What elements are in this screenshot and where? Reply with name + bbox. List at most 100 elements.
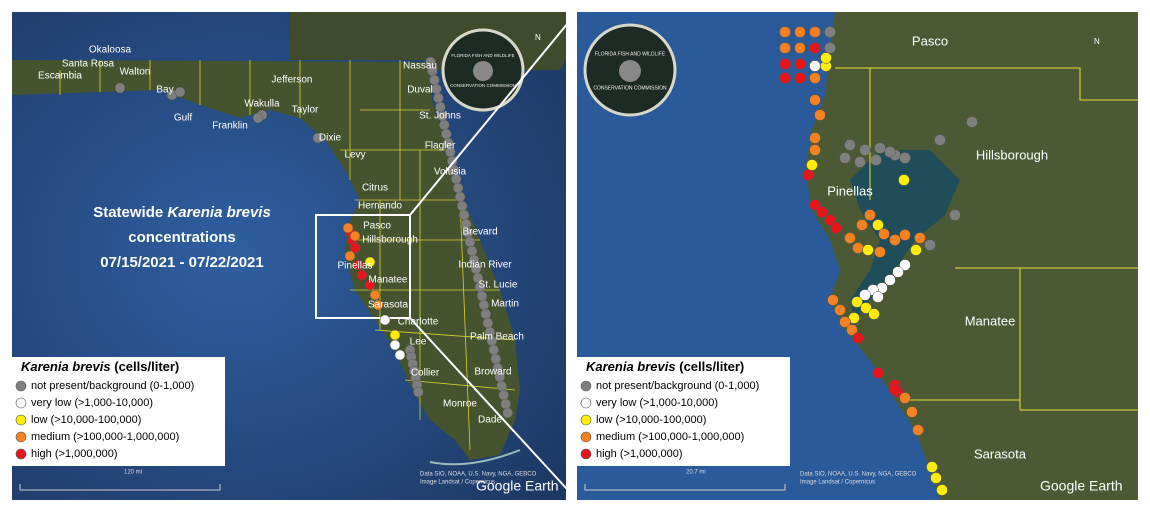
- sample-dot: [864, 209, 876, 221]
- sample-dot: [779, 26, 791, 38]
- county-label: Hillsborough: [976, 147, 1048, 162]
- sample-dot: [433, 92, 444, 104]
- legend-label: very low (>1,000-10,000): [31, 397, 153, 409]
- county-label: Taylor: [292, 105, 319, 116]
- compass: N: [535, 33, 541, 42]
- sample-dot: [839, 152, 851, 164]
- sample-dot: [372, 299, 384, 311]
- sample-dot: [936, 484, 948, 496]
- sample-dot: [490, 353, 502, 365]
- logo-text: FLORIDA FISH AND WILDLIFE: [595, 51, 666, 57]
- sample-dot: [174, 86, 186, 98]
- county-label: Brevard: [462, 227, 497, 238]
- county-label: Santa Rosa: [62, 59, 115, 70]
- sample-dot: [794, 72, 806, 84]
- sample-dot: [870, 154, 882, 166]
- sample-dot: [779, 58, 791, 70]
- county-label: Walton: [120, 67, 151, 78]
- sample-dot: [500, 398, 511, 410]
- sample-dot: [458, 209, 470, 221]
- sample-dot: [899, 259, 911, 271]
- legend-label: not present/background (0-1,000): [31, 380, 194, 392]
- county-label: Lee: [410, 337, 427, 348]
- sample-dot: [349, 230, 361, 242]
- sample-dot: [114, 82, 126, 94]
- title: Statewide Karenia brevis: [93, 204, 271, 221]
- sample-dot: [814, 109, 826, 121]
- sample-dot: [794, 58, 806, 70]
- county-label: Palm Beach: [470, 332, 524, 343]
- brand: Google Earth: [1040, 478, 1123, 494]
- sample-dot: [349, 242, 361, 254]
- sample-dot: [364, 279, 376, 291]
- sample-dot: [809, 132, 821, 144]
- sample-dot: [498, 389, 509, 401]
- sample-dot: [342, 222, 354, 234]
- sample-dot: [884, 274, 896, 286]
- legend-swatch: [15, 431, 27, 443]
- sample-dot: [809, 60, 821, 72]
- brand: Google Earth: [476, 478, 559, 494]
- sample-dot: [930, 472, 942, 484]
- county-label: Okaloosa: [89, 45, 132, 56]
- county-label: Martin: [491, 299, 519, 310]
- sample-dot: [889, 234, 901, 246]
- legend-box: [12, 357, 225, 466]
- county-label: Charlotte: [398, 317, 439, 328]
- legend-swatch: [580, 414, 592, 426]
- county-label: Escambia: [38, 71, 82, 82]
- sample-dot: [846, 324, 858, 336]
- sample-dot: [794, 26, 806, 38]
- sample-dot: [844, 232, 856, 244]
- sample-dot: [466, 245, 478, 257]
- sample-dot: [809, 42, 821, 54]
- county-label: Gulf: [174, 113, 193, 124]
- legend-label: very low (>1,000-10,000): [596, 397, 718, 409]
- sample-dot: [496, 380, 507, 392]
- county-label: Manatee: [369, 275, 408, 286]
- attribution: Image Landsat / Copernicus: [800, 480, 875, 486]
- sample-dot: [413, 386, 424, 398]
- county-label: Citrus: [362, 183, 388, 194]
- sample-dot: [369, 289, 381, 301]
- sample-dot: [779, 72, 791, 84]
- sample-dot: [344, 250, 356, 262]
- logo-text: CONSERVATION COMMISSION: [593, 85, 667, 91]
- sample-dot: [820, 52, 832, 64]
- county-label: Duval: [407, 85, 433, 96]
- sample-dot: [966, 116, 978, 128]
- sample-dot: [854, 156, 866, 168]
- legend-swatch: [580, 448, 592, 460]
- sample-dot: [859, 144, 871, 156]
- title-dates: 07/15/2021 - 07/22/2021: [100, 254, 263, 271]
- sample-dot: [912, 424, 924, 436]
- sample-dot: [892, 266, 904, 278]
- sample-dot: [889, 384, 901, 396]
- sample-dot: [949, 209, 961, 221]
- legend-swatch: [580, 380, 592, 392]
- sample-dot: [851, 296, 863, 308]
- sample-dot: [899, 229, 911, 241]
- sample-dot: [389, 329, 401, 341]
- legend-label: high (>1,000,000): [596, 448, 683, 460]
- sample-dot: [899, 152, 911, 164]
- county-label: Sarasota: [974, 446, 1027, 461]
- sample-dot: [884, 146, 896, 158]
- sample-dot: [872, 291, 884, 303]
- sample-dot: [816, 206, 828, 218]
- sample-dot: [431, 83, 442, 95]
- compass: N: [1094, 37, 1100, 46]
- sample-dot: [856, 219, 868, 231]
- sample-dot: [934, 134, 946, 146]
- sample-dot: [914, 232, 926, 244]
- sample-dot: [862, 244, 874, 256]
- sample-dot: [480, 308, 492, 320]
- sample-dot: [502, 407, 513, 419]
- legend-label: medium (>100,000-1,000,000): [596, 431, 744, 443]
- legend-title: Karenia brevis (cells/liter): [586, 359, 744, 374]
- sample-dot: [906, 406, 918, 418]
- legend-box: [577, 357, 790, 466]
- sample-dot: [464, 236, 476, 248]
- sample-dot: [379, 314, 391, 326]
- legend-label: low (>10,000-100,000): [31, 414, 141, 426]
